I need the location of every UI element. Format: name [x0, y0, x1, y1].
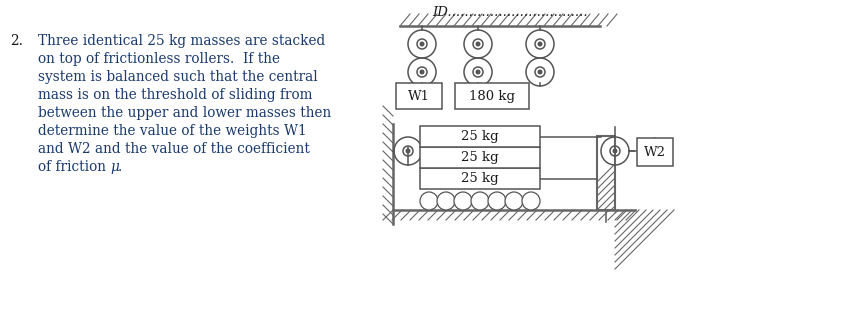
- Bar: [420, 147, 540, 168]
- Text: 25 kg: 25 kg: [461, 130, 499, 143]
- Text: on top of frictionless rollers.  If the: on top of frictionless rollers. If the: [38, 52, 280, 66]
- Text: W2: W2: [644, 146, 666, 159]
- Circle shape: [471, 192, 489, 210]
- Circle shape: [420, 192, 438, 210]
- Text: 180 kg: 180 kg: [469, 90, 515, 103]
- Circle shape: [476, 70, 480, 74]
- Text: mass is on the threshold of sliding from: mass is on the threshold of sliding from: [38, 88, 313, 102]
- Text: W1: W1: [408, 90, 430, 103]
- Text: and W2 and the value of the coefficient: and W2 and the value of the coefficient: [38, 142, 310, 156]
- Text: of friction: of friction: [38, 160, 110, 174]
- Circle shape: [522, 192, 540, 210]
- Bar: [420, 168, 540, 189]
- Circle shape: [420, 70, 424, 74]
- Circle shape: [420, 42, 424, 46]
- Text: determine the value of the weights W1: determine the value of the weights W1: [38, 124, 307, 138]
- Text: 25 kg: 25 kg: [461, 172, 499, 185]
- Text: 2.: 2.: [10, 34, 23, 48]
- Circle shape: [538, 42, 542, 46]
- Circle shape: [437, 192, 455, 210]
- Circle shape: [476, 42, 480, 46]
- Text: between the upper and lower masses then: between the upper and lower masses then: [38, 106, 331, 120]
- Circle shape: [613, 149, 616, 153]
- Circle shape: [538, 70, 542, 74]
- Circle shape: [488, 192, 506, 210]
- Text: ID.................................: ID.................................: [432, 6, 587, 19]
- Bar: [637, 138, 673, 166]
- Circle shape: [406, 149, 410, 153]
- Text: Three identical 25 kg masses are stacked: Three identical 25 kg masses are stacked: [38, 34, 325, 48]
- Bar: [396, 83, 442, 109]
- Bar: [420, 126, 540, 147]
- Circle shape: [454, 192, 472, 210]
- Text: μ: μ: [110, 160, 119, 174]
- Text: system is balanced such that the central: system is balanced such that the central: [38, 70, 318, 84]
- Text: .: .: [118, 160, 122, 174]
- Bar: [455, 83, 529, 109]
- Bar: [597, 136, 615, 210]
- Circle shape: [505, 192, 523, 210]
- Text: 25 kg: 25 kg: [461, 151, 499, 164]
